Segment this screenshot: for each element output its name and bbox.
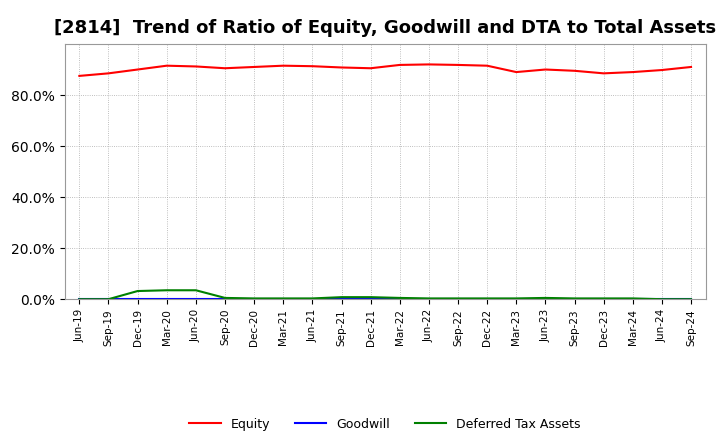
Line: Deferred Tax Assets: Deferred Tax Assets	[79, 290, 691, 299]
Deferred Tax Assets	[133, 288, 142, 293]
Deferred Tax Assets	[483, 296, 492, 301]
Goodwill	[425, 297, 433, 302]
Goodwill	[163, 297, 171, 302]
Equity	[425, 62, 433, 67]
Deferred Tax Assets	[279, 296, 287, 301]
Equity	[104, 71, 113, 76]
Deferred Tax Assets	[163, 288, 171, 293]
Equity	[657, 67, 666, 73]
Line: Equity: Equity	[79, 64, 691, 76]
Deferred Tax Assets	[570, 296, 579, 301]
Deferred Tax Assets	[308, 296, 317, 301]
Goodwill	[133, 297, 142, 302]
Goodwill	[483, 297, 492, 302]
Deferred Tax Assets	[366, 294, 375, 300]
Deferred Tax Assets	[541, 295, 550, 301]
Equity	[192, 64, 200, 69]
Equity	[75, 73, 84, 78]
Equity	[133, 67, 142, 72]
Goodwill	[454, 297, 462, 302]
Equity	[483, 63, 492, 68]
Deferred Tax Assets	[395, 295, 404, 301]
Equity	[163, 63, 171, 68]
Goodwill	[541, 297, 550, 302]
Equity	[454, 62, 462, 68]
Legend: Equity, Goodwill, Deferred Tax Assets: Equity, Goodwill, Deferred Tax Assets	[184, 413, 586, 436]
Goodwill	[192, 297, 200, 302]
Goodwill	[687, 297, 696, 302]
Equity	[279, 63, 287, 68]
Goodwill	[599, 297, 608, 302]
Equity	[629, 70, 637, 75]
Equity	[512, 70, 521, 75]
Goodwill	[512, 297, 521, 302]
Deferred Tax Assets	[75, 297, 84, 302]
Goodwill	[657, 297, 666, 302]
Deferred Tax Assets	[104, 297, 113, 302]
Goodwill	[220, 297, 229, 302]
Deferred Tax Assets	[687, 297, 696, 302]
Goodwill	[104, 297, 113, 302]
Title: [2814]  Trend of Ratio of Equity, Goodwill and DTA to Total Assets: [2814] Trend of Ratio of Equity, Goodwil…	[54, 19, 716, 37]
Goodwill	[629, 297, 637, 302]
Goodwill	[337, 297, 346, 302]
Goodwill	[250, 297, 258, 302]
Deferred Tax Assets	[454, 296, 462, 301]
Equity	[337, 65, 346, 70]
Equity	[570, 68, 579, 73]
Deferred Tax Assets	[657, 297, 666, 302]
Goodwill	[308, 297, 317, 302]
Deferred Tax Assets	[629, 296, 637, 301]
Deferred Tax Assets	[512, 296, 521, 301]
Equity	[220, 66, 229, 71]
Deferred Tax Assets	[250, 296, 258, 301]
Equity	[541, 67, 550, 72]
Equity	[687, 64, 696, 70]
Goodwill	[366, 297, 375, 302]
Equity	[395, 62, 404, 68]
Goodwill	[75, 297, 84, 302]
Deferred Tax Assets	[599, 296, 608, 301]
Deferred Tax Assets	[425, 296, 433, 301]
Deferred Tax Assets	[192, 288, 200, 293]
Goodwill	[279, 297, 287, 302]
Equity	[250, 64, 258, 70]
Goodwill	[395, 297, 404, 302]
Goodwill	[570, 297, 579, 302]
Deferred Tax Assets	[337, 294, 346, 300]
Equity	[599, 71, 608, 76]
Deferred Tax Assets	[220, 295, 229, 301]
Equity	[308, 63, 317, 69]
Equity	[366, 66, 375, 71]
